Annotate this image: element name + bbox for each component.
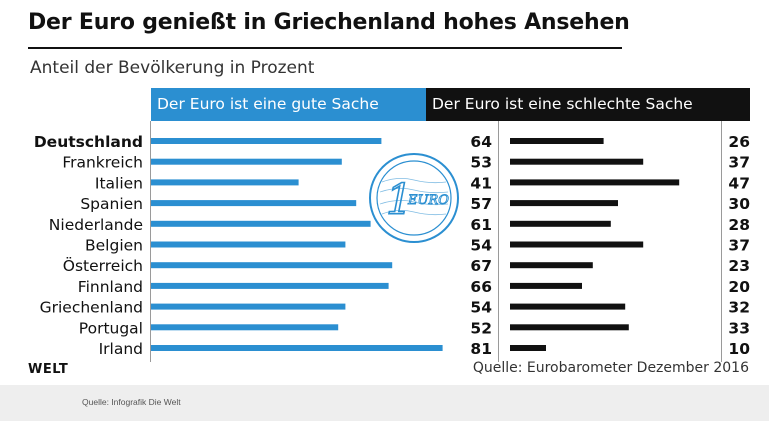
value-bad: 20: [728, 278, 750, 296]
bar-good: [151, 179, 299, 186]
legend-good: Der Euro ist eine gute Sache: [151, 88, 426, 121]
category-label: Italien: [95, 174, 143, 192]
welt-logo: WELT: [28, 362, 69, 377]
divider-good-bad: [498, 121, 499, 362]
value-bad: 37: [728, 154, 750, 172]
bar-good: [151, 138, 382, 144]
category-label: Irland: [99, 340, 143, 358]
bar-bad: [510, 345, 546, 351]
bar-bad: [510, 138, 604, 144]
bar-good: [151, 158, 342, 165]
value-bad: 30: [728, 195, 750, 213]
category-label: Belgien: [85, 237, 143, 255]
value-good: 53: [470, 154, 492, 172]
category-label: Deutschland: [34, 133, 143, 151]
bar-bad: [510, 200, 618, 207]
bar-good: [151, 241, 346, 248]
category-label: Frankreich: [62, 154, 143, 172]
title-rule: [28, 47, 622, 49]
bar-good: [151, 345, 443, 351]
value-good: 61: [470, 216, 492, 234]
category-label: Spanien: [80, 195, 143, 213]
value-bad: 33: [728, 319, 750, 337]
credit-note: Quelle: Infografik Die Welt: [82, 397, 181, 407]
source-note: Quelle: Eurobarometer Dezember 2016: [472, 360, 749, 376]
value-good: 81: [470, 340, 492, 358]
category-label: Österreich: [63, 256, 143, 275]
legend-bad: Der Euro ist eine schlechte Sache: [426, 88, 750, 121]
bar-bad: [510, 324, 629, 331]
value-good: 52: [470, 319, 492, 337]
bar-bad: [510, 158, 644, 165]
bar-good: [151, 282, 389, 289]
bar-bad: [510, 220, 611, 227]
category-label: Finnland: [78, 278, 143, 296]
bar-good: [151, 324, 339, 331]
value-good: 54: [470, 299, 492, 317]
bar-bad: [510, 303, 626, 310]
bar-good: [151, 303, 346, 310]
value-good: 57: [470, 195, 492, 213]
value-good: 66: [470, 278, 492, 296]
chart-subtitle: Anteil der Bevölkerung in Prozent: [30, 58, 315, 78]
footer-bar: [0, 385, 769, 421]
value-bad: 28: [728, 216, 750, 234]
value-bad: 10: [728, 340, 750, 358]
coin-word: EURO: [407, 193, 449, 208]
value-bad: 26: [728, 133, 750, 151]
value-bad: 32: [728, 299, 750, 317]
bar-bad: [510, 179, 680, 186]
bar-bad: [510, 262, 593, 269]
bar-good: [151, 220, 371, 227]
value-bad: 47: [728, 174, 750, 192]
value-good: 41: [470, 174, 492, 192]
euro-coin-icon: 1 EURO: [369, 153, 459, 243]
coin-denomination: 1: [386, 175, 413, 224]
bar-good: [151, 200, 357, 207]
bar-chart: Deutschland 64 26 Frankreich 53 37 Italien 41 47…: [34, 133, 750, 358]
value-bad: 37: [728, 237, 750, 255]
bar-good: [151, 262, 393, 269]
value-good: 67: [470, 257, 492, 275]
category-label: Niederlande: [49, 216, 143, 234]
category-label: Griechenland: [40, 299, 143, 317]
value-good: 54: [470, 237, 492, 255]
chart-title: Der Euro genießt in Griechenland hohes A…: [28, 10, 630, 35]
bar-bad: [510, 282, 582, 289]
bar-bad: [510, 241, 644, 248]
value-bad: 23: [728, 257, 750, 275]
category-label: Portugal: [79, 319, 143, 337]
value-good: 64: [470, 133, 492, 151]
divider-bad-values: [721, 121, 722, 362]
axis-left-good: [150, 121, 151, 362]
